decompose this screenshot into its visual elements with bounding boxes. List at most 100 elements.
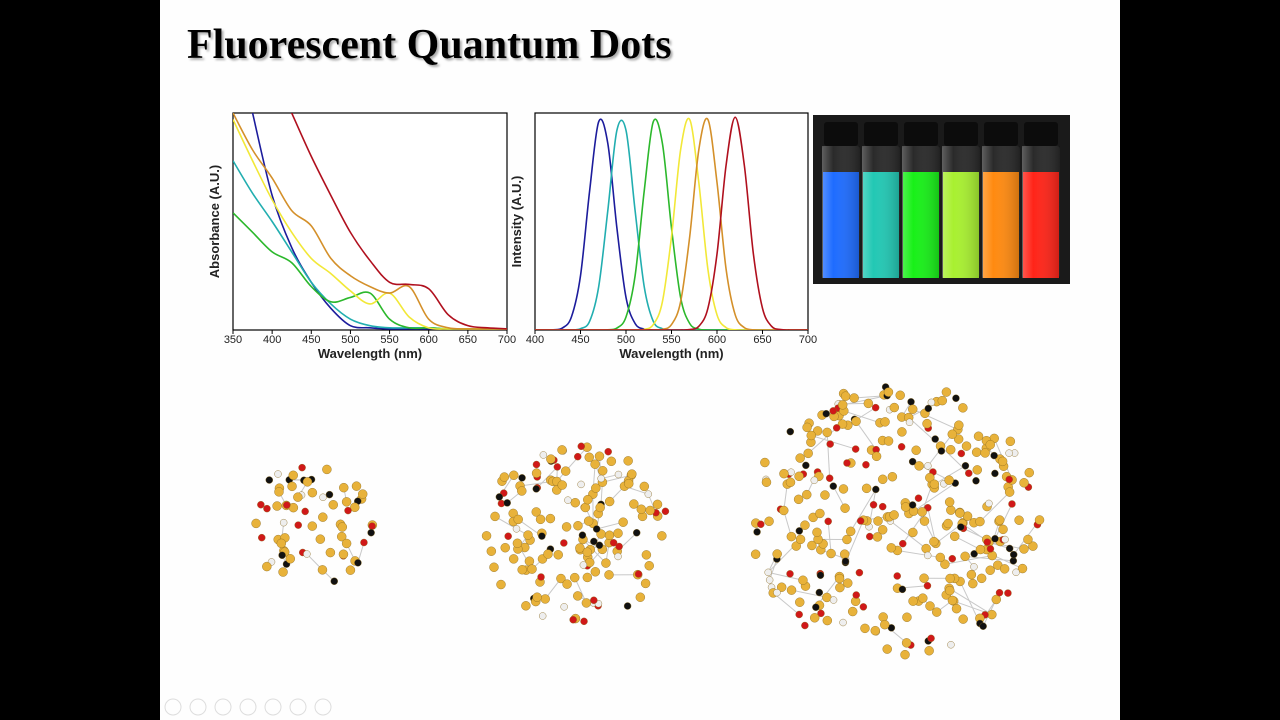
atom [972, 465, 982, 475]
atom [1017, 563, 1028, 574]
atom [1005, 449, 1013, 457]
atom [947, 595, 958, 606]
atom [582, 572, 593, 583]
atom [590, 459, 600, 469]
atom [965, 469, 973, 477]
atom [829, 596, 838, 604]
atom [957, 449, 966, 458]
atom [943, 518, 953, 529]
vial-cap [944, 122, 978, 146]
atom [764, 568, 772, 577]
atom [580, 502, 591, 513]
atom [847, 606, 858, 617]
bond [768, 571, 804, 581]
atom [1004, 487, 1015, 497]
atom [806, 430, 816, 441]
atom [772, 549, 782, 559]
atom [513, 514, 523, 525]
atom [929, 479, 940, 489]
atom [350, 502, 360, 512]
atom [557, 445, 567, 455]
atom [583, 516, 594, 526]
atom [960, 551, 970, 562]
atom [604, 496, 615, 507]
atom [532, 460, 541, 469]
atom [809, 613, 820, 623]
bond [602, 474, 632, 483]
atom [917, 507, 927, 517]
atom [635, 592, 646, 602]
atom [946, 505, 956, 515]
atom [895, 390, 905, 400]
bond [934, 465, 966, 485]
atom [561, 522, 572, 532]
atom [835, 582, 845, 593]
atom [779, 468, 789, 479]
atom [979, 622, 987, 630]
atom [337, 531, 347, 542]
atom [851, 416, 861, 427]
atom [951, 603, 962, 614]
atom [843, 459, 851, 467]
vial-shine [862, 146, 900, 278]
atom [532, 485, 540, 493]
atom [627, 469, 637, 479]
atom [871, 403, 880, 412]
atom [975, 516, 985, 527]
atom [639, 481, 650, 492]
atom [351, 481, 362, 491]
atom [272, 501, 282, 511]
atom [991, 535, 999, 543]
atom [924, 404, 932, 413]
atom [644, 561, 654, 571]
atom [486, 546, 497, 556]
atom [283, 501, 291, 509]
atom [330, 577, 338, 585]
atom [986, 545, 995, 553]
atom [985, 499, 993, 508]
atom [947, 429, 957, 439]
atom [354, 559, 362, 567]
atom [325, 490, 334, 499]
atom [995, 589, 1004, 597]
atom [508, 554, 519, 564]
atom [908, 527, 918, 538]
x-tick-label: 450 [302, 334, 320, 346]
atom [921, 543, 931, 554]
atom [935, 552, 946, 563]
atom [840, 391, 851, 401]
atom [575, 543, 585, 553]
atom [1014, 515, 1024, 525]
slide-title: Fluorescent Quantum Dots [187, 22, 672, 68]
atom [319, 493, 327, 501]
atom [645, 505, 655, 516]
atom [496, 579, 506, 590]
atom [1008, 500, 1016, 508]
atom [837, 400, 848, 410]
bond [827, 521, 832, 554]
atom [1012, 568, 1020, 577]
atom [878, 502, 887, 511]
atom [753, 528, 761, 536]
atom [262, 561, 272, 572]
atom [905, 418, 914, 427]
bond [954, 535, 981, 550]
atom [623, 602, 632, 610]
atom [640, 578, 651, 589]
atom [560, 466, 571, 476]
atom [826, 548, 836, 559]
vial-cap [1024, 122, 1058, 146]
atom [614, 552, 622, 561]
atom [503, 499, 511, 507]
atom [940, 559, 950, 569]
x-tick-label: 500 [341, 334, 359, 346]
atom [325, 547, 336, 558]
bond [890, 520, 927, 549]
bond [912, 408, 959, 430]
atom [958, 614, 968, 624]
atom [1024, 467, 1034, 478]
x-axis-label: Wavelength (nm) [318, 346, 422, 361]
atom [950, 531, 960, 542]
atom [852, 591, 860, 599]
atom [345, 565, 356, 575]
